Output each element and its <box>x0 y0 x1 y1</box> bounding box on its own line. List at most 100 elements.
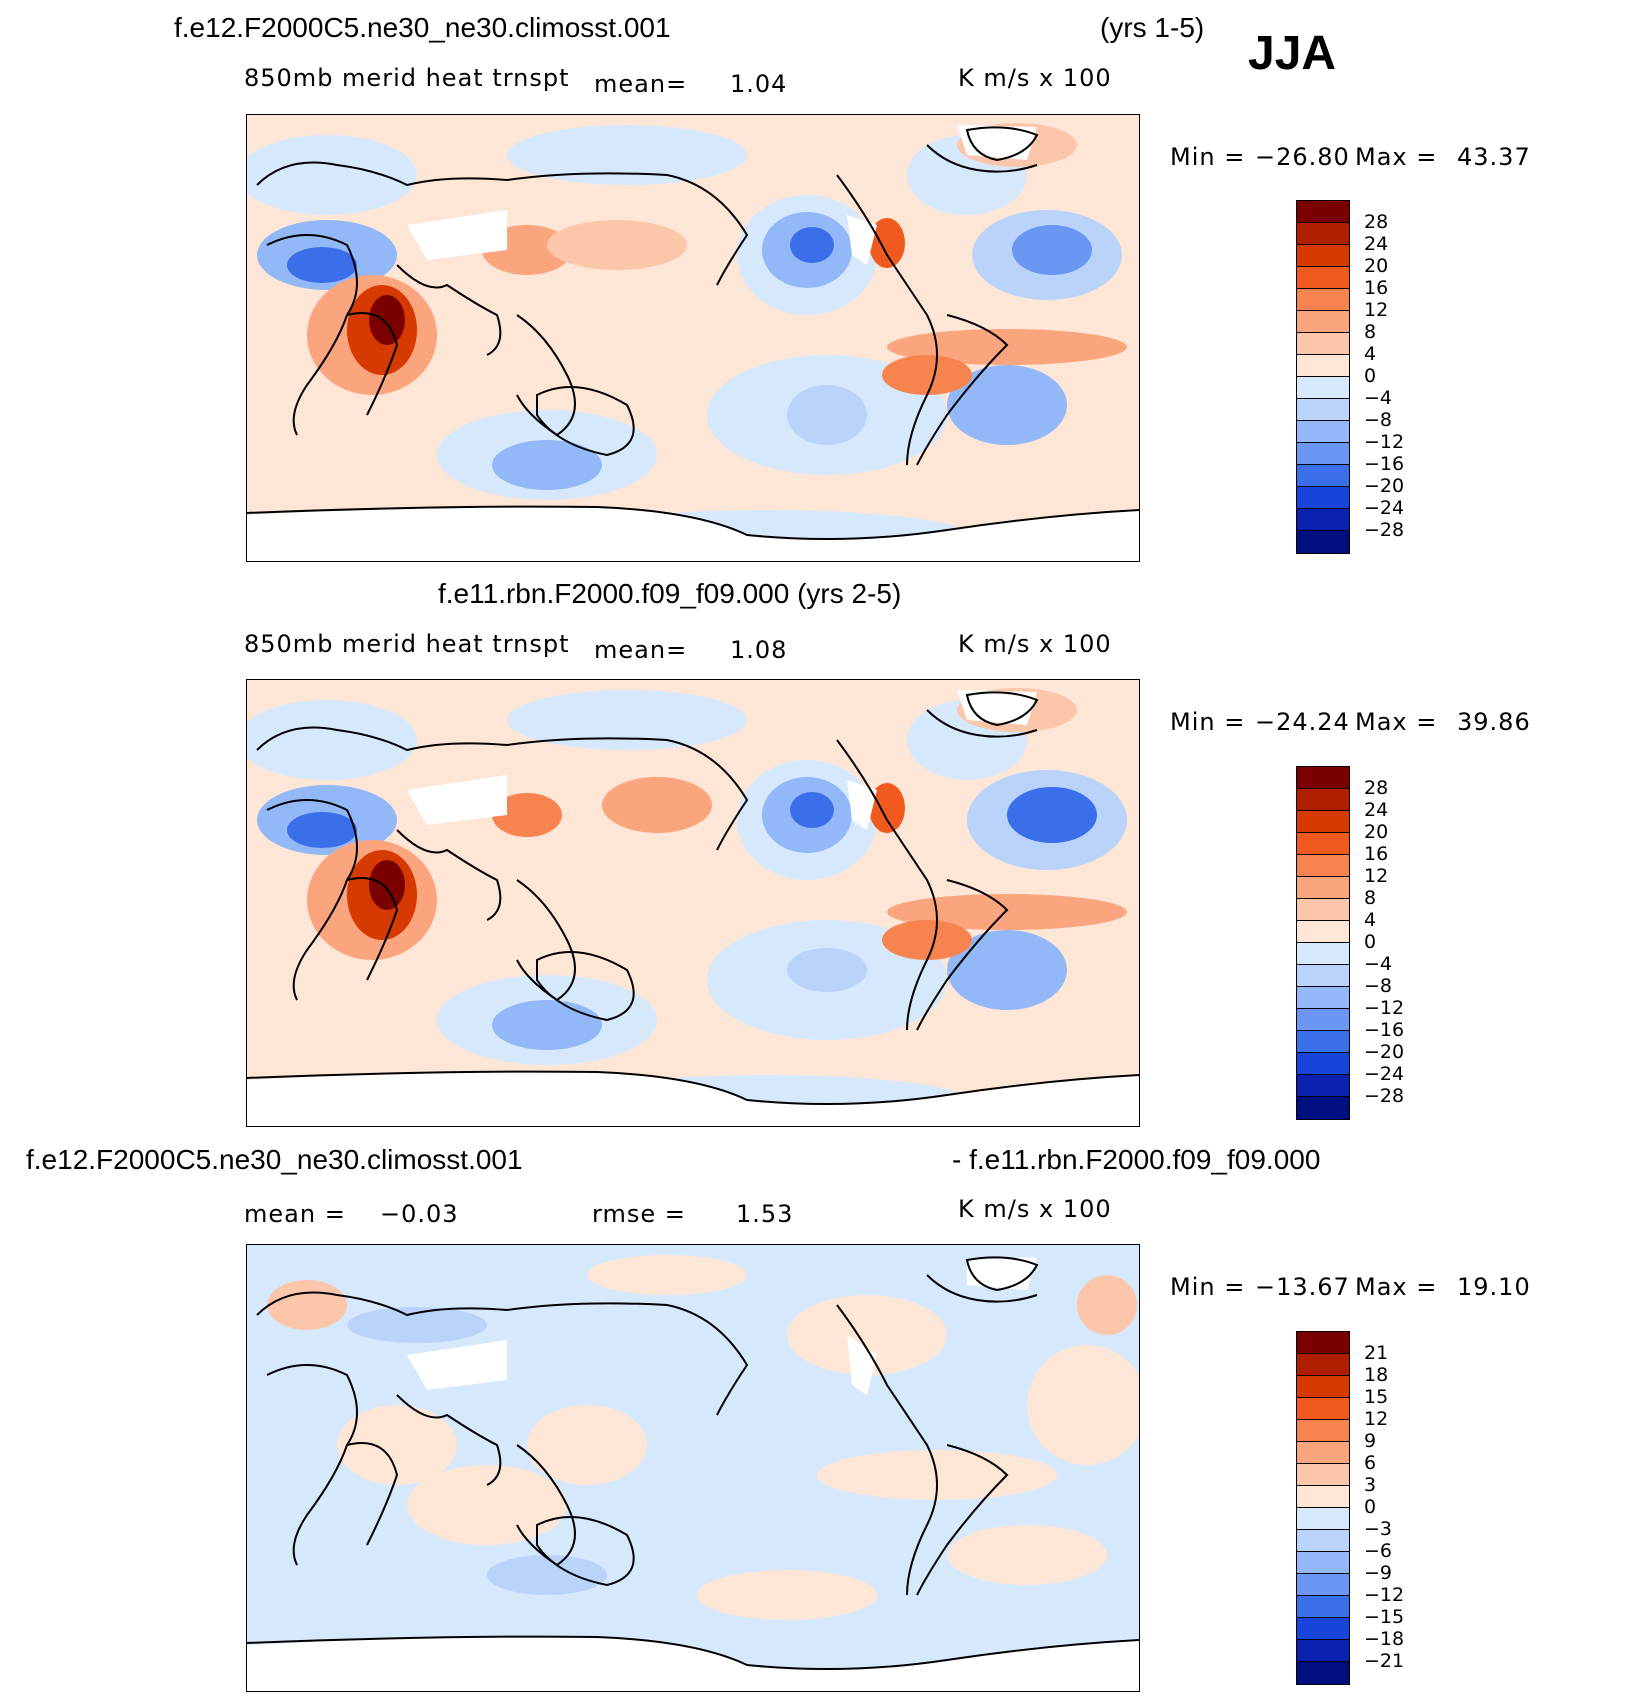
panel3-rmse-label: rmse = <box>592 1200 686 1228</box>
panel1-colorbar-swatch <box>1297 443 1349 465</box>
panel2-colorbar-tick: −12 <box>1364 997 1405 1019</box>
season-label: JJA <box>1248 27 1337 80</box>
panel2-mean-value: 1.08 <box>730 636 788 664</box>
panel2-colorbar-swatch <box>1297 921 1349 943</box>
panel2-colorbar-tick: −4 <box>1364 953 1393 975</box>
panel3-colorbar-swatch <box>1297 1552 1349 1574</box>
panel3-max-value: 19.10 <box>1457 1273 1531 1301</box>
panel1-colorbar-tick: −20 <box>1364 475 1405 497</box>
panel3-colorbar-tick: 9 <box>1364 1430 1377 1452</box>
panel1-colorbar-tick: 20 <box>1364 255 1389 277</box>
panel3-colorbar-swatch <box>1297 1662 1349 1684</box>
panel3-colorbar-swatch <box>1297 1618 1349 1640</box>
panel3-colorbar-swatch <box>1297 1596 1349 1618</box>
panel2-colorbar-tick: 4 <box>1364 909 1377 931</box>
panel1-colorbar-swatch <box>1297 465 1349 487</box>
panel2-colorbar-tick: 24 <box>1364 799 1389 821</box>
panel1-colorbar-swatch <box>1297 223 1349 245</box>
panel2-colorbar-swatch <box>1297 965 1349 987</box>
panel3-colorbar-tick: 21 <box>1364 1342 1389 1364</box>
panel1-colorbar-tick: −16 <box>1364 453 1405 475</box>
panel1-colorbar-swatch <box>1297 531 1349 553</box>
panel3-rmse-value: 1.53 <box>736 1200 794 1228</box>
panel2-mean-label: mean= <box>594 636 688 664</box>
panel2-colorbar-swatch <box>1297 987 1349 1009</box>
panel2-colorbar-tick: −16 <box>1364 1019 1405 1041</box>
panel1-colorbar-swatch <box>1297 245 1349 267</box>
panel3-colorbar-tick: −9 <box>1364 1562 1393 1584</box>
panel3-colorbar-swatch <box>1297 1354 1349 1376</box>
panel1-colorbar-tick: 28 <box>1364 211 1389 233</box>
panel3-title-case: f.e12.F2000C5.ne30_ne30.climosst.001 <box>26 1144 523 1175</box>
panel3-colorbar-swatch <box>1297 1398 1349 1420</box>
panel3-colorbar <box>1296 1331 1350 1685</box>
panel1-colorbar-swatch <box>1297 399 1349 421</box>
panel1-variable: 850mb merid heat trnspt <box>244 64 570 92</box>
panel1-colorbar-tick: 8 <box>1364 321 1377 343</box>
panel1-colorbar-tick: 16 <box>1364 277 1389 299</box>
panel1-colorbar-tick: −4 <box>1364 387 1393 409</box>
panel3-colorbar-tick: −6 <box>1364 1540 1393 1562</box>
panel2-variable: 850mb merid heat trnspt <box>244 630 570 658</box>
panel2-colorbar-swatch <box>1297 1053 1349 1075</box>
panel1-colorbar-swatch <box>1297 311 1349 333</box>
panel3-colorbar-tick: −21 <box>1364 1650 1405 1672</box>
panel3-colorbar-swatch <box>1297 1442 1349 1464</box>
panel2-colorbar-swatch <box>1297 767 1349 789</box>
panel2-max-value: 39.86 <box>1457 708 1531 736</box>
panel2-max-label: Max = <box>1355 708 1438 736</box>
panel3-mean-value: −0.03 <box>380 1200 459 1228</box>
panel2-map <box>246 679 1140 1127</box>
panel2-colorbar-swatch <box>1297 943 1349 965</box>
panel2-colorbar-swatch <box>1297 855 1349 877</box>
panel3-colorbar-swatch <box>1297 1486 1349 1508</box>
panel3-colorbar-tick: 3 <box>1364 1474 1377 1496</box>
panel1-colorbar-tick: −24 <box>1364 497 1405 519</box>
panel2-colorbar-tick: −20 <box>1364 1041 1405 1063</box>
panel3-colorbar-swatch <box>1297 1574 1349 1596</box>
panel1-mean-label: mean= <box>594 70 688 98</box>
panel3-colorbar-swatch <box>1297 1530 1349 1552</box>
panel2-colorbar-swatch <box>1297 1075 1349 1097</box>
panel2-colorbar <box>1296 766 1350 1120</box>
panel1-colorbar-tick: 24 <box>1364 233 1389 255</box>
panel1-colorbar-swatch <box>1297 201 1349 223</box>
panel3-max-label: Max = <box>1355 1273 1438 1301</box>
panel2-colorbar-tick: 8 <box>1364 887 1377 909</box>
panel3-colorbar-tick: 18 <box>1364 1364 1389 1386</box>
panel1-min-label: Min = <box>1170 143 1246 171</box>
panel3-colorbar-tick: 0 <box>1364 1496 1377 1518</box>
panel1-colorbar-swatch <box>1297 377 1349 399</box>
panel3-colorbar-tick: 6 <box>1364 1452 1377 1474</box>
panel3-colorbar-tick: −18 <box>1364 1628 1405 1650</box>
panel2-colorbar-swatch <box>1297 877 1349 899</box>
panel1-colorbar-tick: 12 <box>1364 299 1389 321</box>
panel1-colorbar-swatch <box>1297 267 1349 289</box>
panel1-colorbar-tick: 4 <box>1364 343 1377 365</box>
panel3-colorbar-swatch <box>1297 1508 1349 1530</box>
panel3-title-control: - f.e11.rbn.F2000.f09_f09.000 <box>952 1144 1321 1175</box>
panel1-colorbar-swatch <box>1297 355 1349 377</box>
panel2-colorbar-tick: 28 <box>1364 777 1389 799</box>
panel2-min-value: −24.24 <box>1255 708 1350 736</box>
panel2-colorbar-swatch <box>1297 1031 1349 1053</box>
panel2-colorbar-swatch <box>1297 1097 1349 1119</box>
panel2-colorbar-tick: −8 <box>1364 975 1393 997</box>
panel3-colorbar-tick: −3 <box>1364 1518 1393 1540</box>
panel2-colorbar-swatch <box>1297 789 1349 811</box>
panel3-map <box>246 1244 1140 1692</box>
panel1-colorbar-tick: 0 <box>1364 365 1377 387</box>
panel3-mean-label: mean = <box>244 1200 346 1228</box>
panel1-units: K m/s x 100 <box>958 64 1112 92</box>
panel1-colorbar-tick: −28 <box>1364 519 1405 541</box>
panel3-units: K m/s x 100 <box>958 1195 1112 1223</box>
panel2-min-label: Min = <box>1170 708 1246 736</box>
panel1-title-years: (yrs 1-5) <box>1100 12 1205 43</box>
panel2-colorbar-tick: −28 <box>1364 1085 1405 1107</box>
panel1-title-case: f.e12.F2000C5.ne30_ne30.climosst.001 <box>174 12 671 43</box>
panel3-colorbar-tick: −12 <box>1364 1584 1405 1606</box>
panel1-colorbar-swatch <box>1297 421 1349 443</box>
panel1-max-value: 43.37 <box>1457 143 1531 171</box>
panel1-map <box>246 114 1140 562</box>
panel2-colorbar-tick: 20 <box>1364 821 1389 843</box>
